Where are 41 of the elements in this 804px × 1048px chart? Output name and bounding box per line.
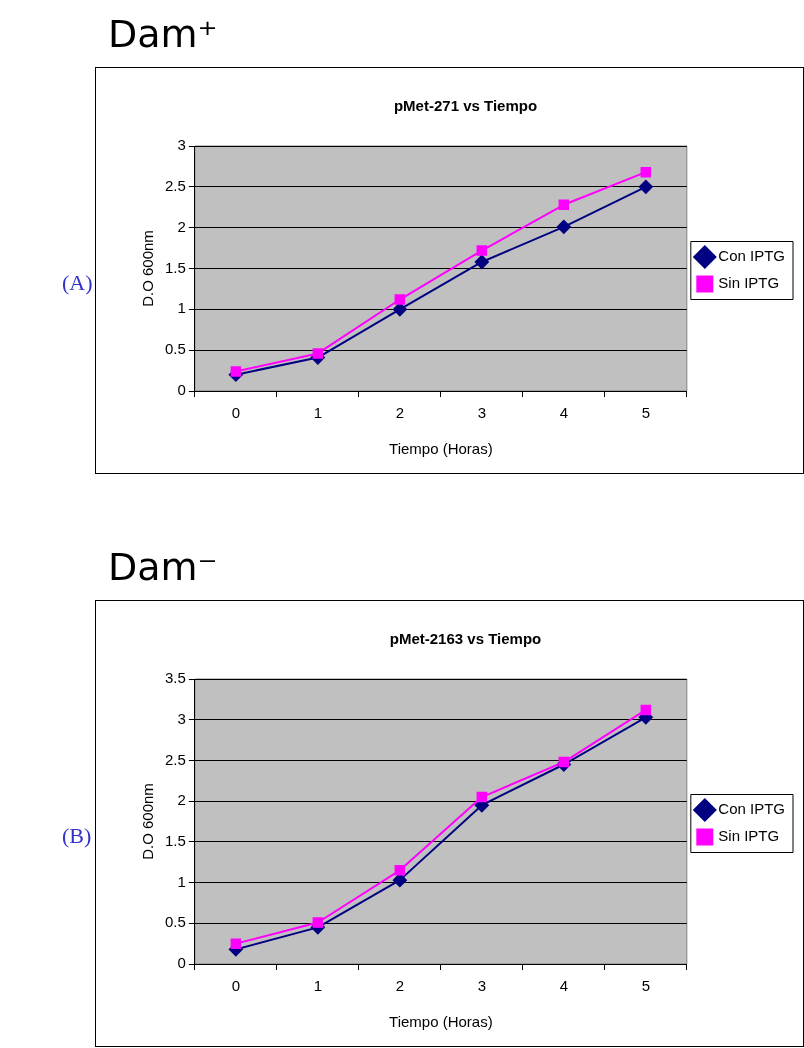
y-tick-label: 0 [177, 954, 186, 972]
x-tick-label: 0 [231, 977, 241, 995]
y-tick-label: 3.5 [164, 669, 186, 687]
x-tick-label: 1 [313, 977, 323, 995]
y-axis-title: D.O 600nm [139, 230, 157, 307]
legend-label: Sin IPTG [718, 827, 780, 845]
y-tick-label: 2.5 [164, 176, 186, 194]
x-tick-label: 0 [231, 404, 241, 422]
x-axis-title: Tiempo (Horas) [389, 1013, 493, 1031]
y-tick-label: 1 [177, 299, 186, 317]
y-tick-label: 3 [177, 709, 186, 727]
y-tick-label: 1.5 [164, 258, 186, 276]
y-tick-label: 2.5 [164, 750, 186, 768]
y-tick-label: 2 [177, 791, 186, 809]
x-tick-label: 5 [641, 977, 650, 995]
y-tick-label: 0 [177, 381, 186, 399]
y-axis-title: D.O 600nm [139, 783, 157, 860]
chart-title: pMet-2163 vs Tiempo [389, 630, 542, 648]
y-tick-label: 3 [177, 136, 186, 154]
x-tick-label: 1 [313, 404, 323, 422]
chart-title: pMet-271 vs Tiempo [393, 97, 538, 115]
y-tick-label: 1.5 [164, 832, 186, 849]
legend-label: Con IPTG [718, 800, 785, 818]
x-tick-label: 2 [395, 977, 405, 995]
y-tick-label: 1 [177, 872, 186, 890]
x-tick-label: 3 [477, 977, 486, 995]
x-tick-label: 4 [559, 977, 568, 995]
text: (A) [62, 269, 93, 296]
legend-label: Sin IPTG [718, 274, 780, 292]
text: Dam⁻ [108, 545, 218, 589]
text: Dam⁺ [108, 12, 218, 56]
x-tick-label: 3 [477, 404, 486, 422]
legend-label: Con IPTG [718, 247, 785, 265]
x-axis-title: Tiempo (Horas) [389, 440, 493, 458]
y-tick-label: 0.5 [164, 913, 186, 931]
text: (B) [62, 822, 92, 849]
y-tick-label: 2 [177, 217, 186, 235]
x-tick-label: 2 [395, 404, 405, 422]
y-tick-label: 0.5 [164, 340, 186, 358]
x-tick-label: 4 [559, 404, 568, 422]
x-tick-label: 5 [641, 404, 650, 422]
